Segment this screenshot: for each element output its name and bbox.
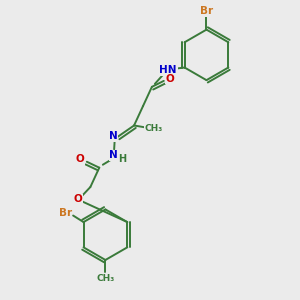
Text: Br: Br <box>58 208 72 218</box>
Text: H: H <box>118 154 127 164</box>
Text: HN: HN <box>160 65 177 76</box>
Text: CH₃: CH₃ <box>144 124 163 133</box>
Text: O: O <box>166 74 175 83</box>
Text: N: N <box>109 131 118 141</box>
Text: O: O <box>76 154 85 164</box>
Text: O: O <box>74 194 82 205</box>
Text: N: N <box>109 150 118 160</box>
Text: Br: Br <box>200 6 213 16</box>
Text: CH₃: CH₃ <box>96 274 115 283</box>
